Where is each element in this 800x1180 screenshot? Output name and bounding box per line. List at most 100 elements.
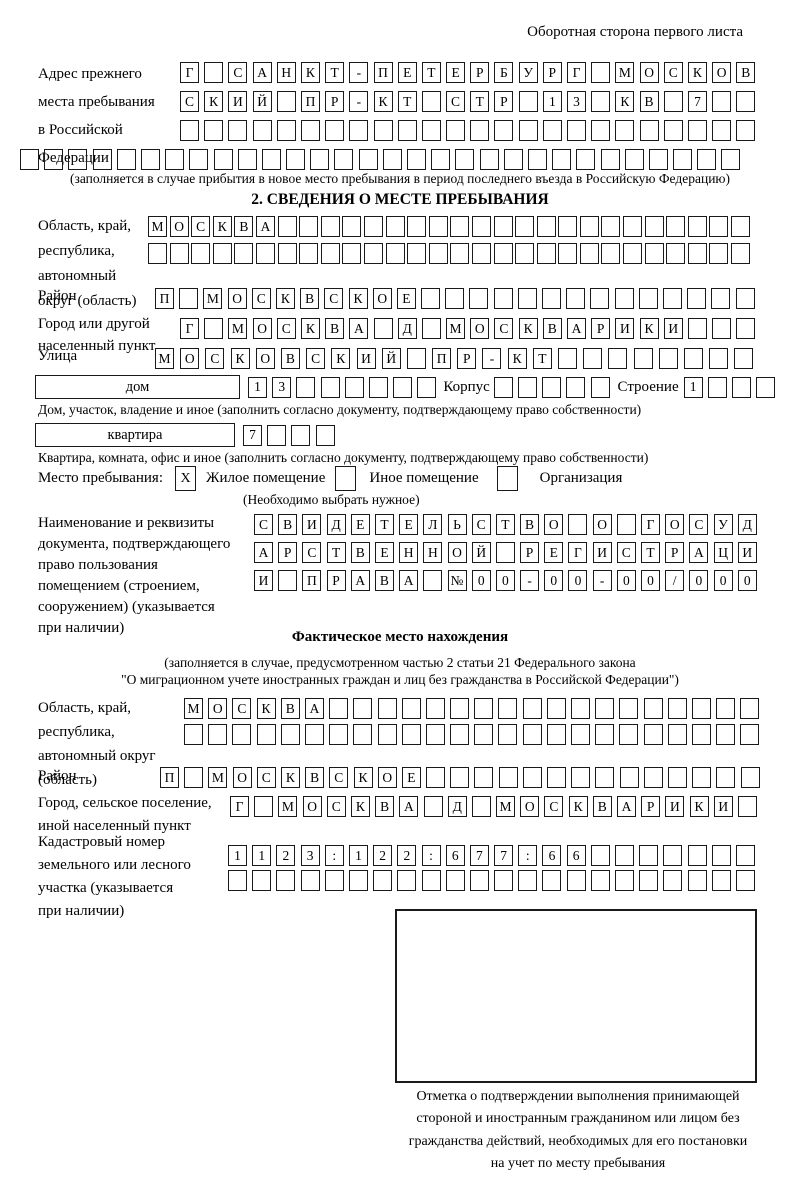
- char-box[interactable]: [643, 724, 663, 745]
- char-box[interactable]: 0: [641, 570, 660, 591]
- char-box[interactable]: С: [191, 216, 211, 237]
- char-box[interactable]: [601, 243, 621, 264]
- char-box[interactable]: [663, 91, 683, 112]
- char-box[interactable]: [299, 243, 319, 264]
- char-box[interactable]: [254, 796, 274, 817]
- char-box[interactable]: К: [373, 91, 393, 112]
- char-box[interactable]: [735, 288, 755, 309]
- char-box[interactable]: 0: [495, 570, 515, 591]
- char-box[interactable]: [276, 91, 296, 112]
- char-box[interactable]: К: [689, 796, 709, 817]
- char-box[interactable]: Е: [401, 767, 421, 788]
- char-box[interactable]: [590, 870, 610, 891]
- char-box[interactable]: А: [399, 796, 419, 817]
- char-box[interactable]: [712, 120, 732, 141]
- char-box[interactable]: [735, 845, 755, 866]
- char-box[interactable]: [568, 514, 588, 535]
- char-box[interactable]: [363, 216, 383, 237]
- char-box[interactable]: К: [639, 318, 659, 339]
- char-box[interactable]: Р: [591, 318, 611, 339]
- char-box[interactable]: Г: [230, 796, 249, 817]
- char-box[interactable]: [228, 870, 247, 891]
- char-box[interactable]: :: [324, 845, 344, 866]
- char-box[interactable]: [296, 376, 316, 398]
- char-box[interactable]: А: [252, 62, 272, 83]
- char-box[interactable]: К: [204, 91, 224, 112]
- char-box[interactable]: [734, 348, 754, 369]
- char-box[interactable]: [20, 149, 39, 170]
- char-box[interactable]: Р: [641, 796, 661, 817]
- char-box[interactable]: [234, 243, 254, 264]
- char-box[interactable]: 3: [272, 376, 292, 398]
- char-box[interactable]: [522, 698, 542, 719]
- char-box[interactable]: [373, 870, 393, 891]
- char-box[interactable]: [368, 376, 388, 398]
- char-box[interactable]: И: [615, 318, 635, 339]
- char-box[interactable]: П: [302, 570, 322, 591]
- char-box[interactable]: Р: [470, 62, 490, 83]
- char-box[interactable]: [450, 724, 470, 745]
- char-box[interactable]: 0: [689, 570, 709, 591]
- char-box[interactable]: [363, 243, 383, 264]
- char-box[interactable]: А: [617, 796, 636, 817]
- char-box[interactable]: -: [592, 570, 612, 591]
- char-box[interactable]: С: [254, 514, 273, 535]
- char-box[interactable]: [320, 216, 340, 237]
- char-box[interactable]: [358, 149, 378, 170]
- char-box[interactable]: [667, 767, 687, 788]
- char-box[interactable]: Т: [470, 91, 490, 112]
- char-box[interactable]: Е: [446, 62, 466, 83]
- char-box[interactable]: [286, 149, 306, 170]
- char-box[interactable]: [590, 845, 610, 866]
- char-box[interactable]: К: [568, 796, 588, 817]
- char-box[interactable]: [591, 120, 611, 141]
- char-box[interactable]: В: [325, 318, 345, 339]
- char-box[interactable]: [479, 149, 499, 170]
- char-box[interactable]: [204, 318, 224, 339]
- char-box[interactable]: [542, 870, 562, 891]
- char-box[interactable]: [373, 318, 393, 339]
- char-box[interactable]: [638, 288, 658, 309]
- char-box[interactable]: [204, 120, 224, 141]
- char-box[interactable]: [566, 288, 586, 309]
- char-box[interactable]: 1: [252, 845, 272, 866]
- char-box[interactable]: [711, 845, 731, 866]
- char-box[interactable]: Т: [495, 514, 515, 535]
- char-box[interactable]: [232, 724, 252, 745]
- char-box[interactable]: Т: [532, 348, 552, 369]
- char-box[interactable]: 2: [373, 845, 393, 866]
- char-box[interactable]: 0: [737, 570, 757, 591]
- char-box[interactable]: С: [663, 62, 683, 83]
- char-box[interactable]: [571, 698, 590, 719]
- char-box[interactable]: [709, 243, 729, 264]
- char-box[interactable]: 6: [445, 845, 465, 866]
- char-box[interactable]: [397, 120, 417, 141]
- char-box[interactable]: [353, 698, 373, 719]
- char-box[interactable]: [421, 318, 441, 339]
- char-box[interactable]: [552, 149, 572, 170]
- char-box[interactable]: [644, 216, 664, 237]
- char-box[interactable]: С: [306, 348, 326, 369]
- char-box[interactable]: К: [687, 62, 707, 83]
- char-box[interactable]: А: [350, 570, 370, 591]
- char-box[interactable]: [687, 243, 707, 264]
- char-box[interactable]: [421, 120, 441, 141]
- char-box[interactable]: [614, 288, 634, 309]
- char-box[interactable]: [687, 216, 707, 237]
- char-box[interactable]: 0: [544, 570, 564, 591]
- char-box[interactable]: [428, 216, 448, 237]
- char-box[interactable]: Д: [326, 514, 346, 535]
- char-box[interactable]: [615, 870, 634, 891]
- char-box[interactable]: [252, 870, 272, 891]
- char-box[interactable]: М: [446, 318, 466, 339]
- char-box[interactable]: [277, 216, 297, 237]
- char-box[interactable]: Р: [494, 91, 514, 112]
- char-box[interactable]: [663, 845, 683, 866]
- char-box[interactable]: [515, 243, 535, 264]
- char-box[interactable]: [267, 424, 287, 446]
- char-box[interactable]: В: [374, 570, 394, 591]
- char-box[interactable]: В: [592, 796, 612, 817]
- char-box[interactable]: М: [155, 348, 174, 369]
- char-box[interactable]: [692, 767, 712, 788]
- char-box[interactable]: 0: [471, 570, 491, 591]
